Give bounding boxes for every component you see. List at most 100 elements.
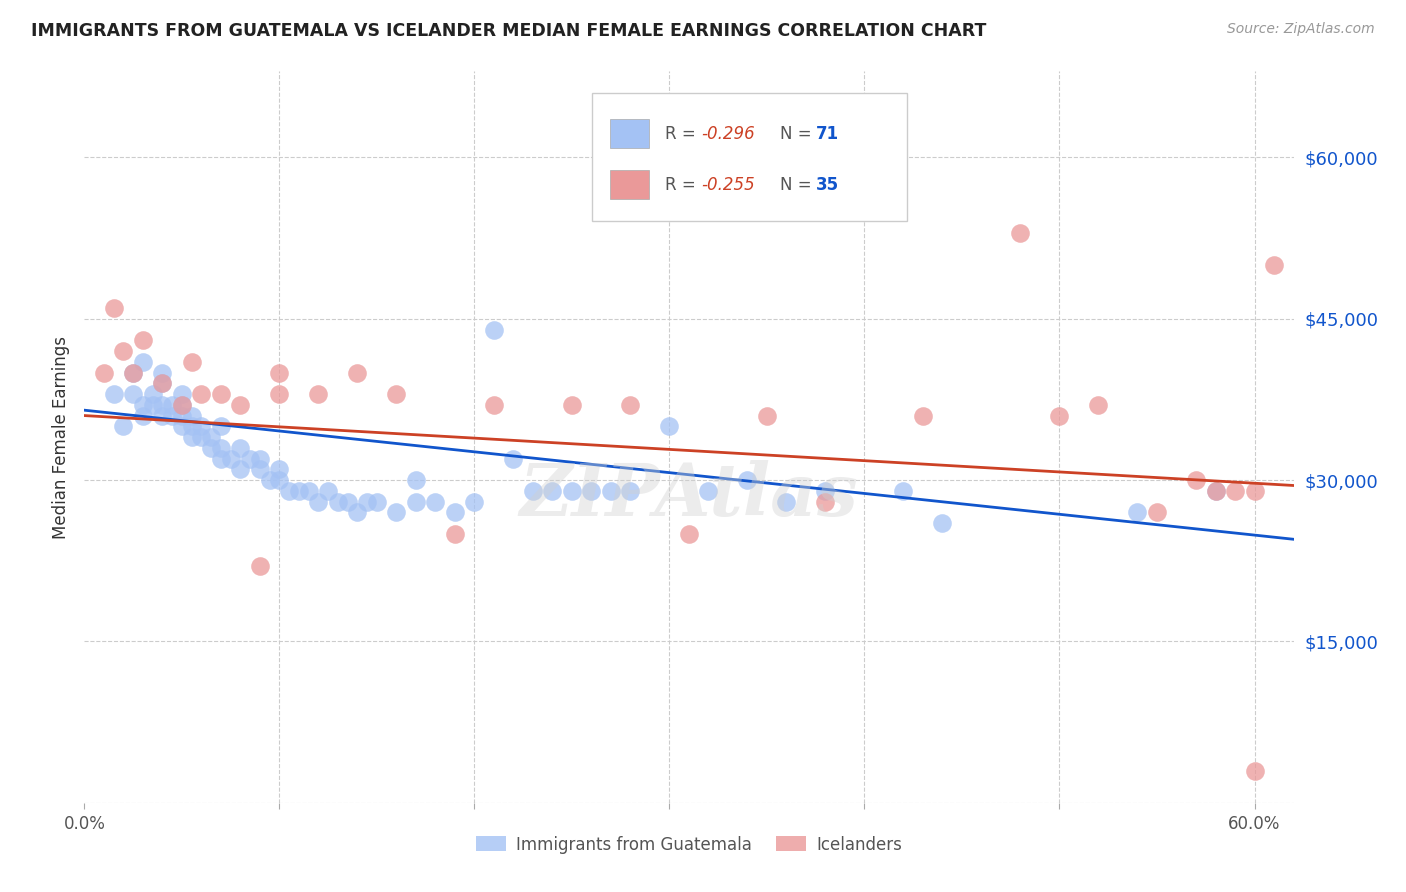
Point xyxy=(132,333,155,347)
FancyBboxPatch shape xyxy=(592,94,907,221)
Point xyxy=(561,483,583,498)
Point xyxy=(112,344,135,359)
Point xyxy=(307,494,329,508)
Text: ZIPAtlas: ZIPAtlas xyxy=(520,460,858,531)
Point xyxy=(814,494,837,508)
Point xyxy=(1010,226,1032,240)
Point xyxy=(1243,483,1265,498)
Point xyxy=(482,322,505,336)
Text: R =: R = xyxy=(665,176,700,194)
Point xyxy=(209,451,232,466)
Point xyxy=(180,409,202,423)
Point xyxy=(150,398,173,412)
Text: IMMIGRANTS FROM GUATEMALA VS ICELANDER MEDIAN FEMALE EARNINGS CORRELATION CHART: IMMIGRANTS FROM GUATEMALA VS ICELANDER M… xyxy=(31,22,986,40)
Point xyxy=(775,494,797,508)
Point xyxy=(600,483,623,498)
Point xyxy=(326,494,349,508)
Point xyxy=(190,387,212,401)
Point xyxy=(170,419,193,434)
Point xyxy=(737,473,759,487)
Point xyxy=(1205,483,1227,498)
Point xyxy=(502,451,524,466)
Point xyxy=(619,398,641,412)
Point xyxy=(288,483,311,498)
Point xyxy=(229,398,252,412)
Text: -0.255: -0.255 xyxy=(702,176,755,194)
Point xyxy=(619,483,641,498)
Point xyxy=(229,462,252,476)
Text: 71: 71 xyxy=(815,125,839,143)
Point xyxy=(561,398,583,412)
Point xyxy=(160,398,183,412)
Point xyxy=(122,387,145,401)
Point xyxy=(522,483,544,498)
Point xyxy=(269,387,291,401)
Point xyxy=(1146,505,1168,519)
Point xyxy=(814,483,837,498)
Point xyxy=(269,366,291,380)
Text: Source: ZipAtlas.com: Source: ZipAtlas.com xyxy=(1227,22,1375,37)
Point xyxy=(366,494,388,508)
Point xyxy=(278,483,301,498)
Point xyxy=(160,409,183,423)
Point xyxy=(132,398,155,412)
Point xyxy=(103,387,125,401)
Point xyxy=(249,559,271,574)
Point xyxy=(259,473,281,487)
Point xyxy=(541,483,564,498)
Point xyxy=(180,355,202,369)
Point xyxy=(200,441,222,455)
Point xyxy=(444,505,467,519)
Point xyxy=(150,376,173,391)
Point xyxy=(931,516,953,530)
Text: N =: N = xyxy=(780,125,817,143)
Bar xyxy=(610,170,650,200)
Point xyxy=(180,419,202,434)
Point xyxy=(132,355,155,369)
Point xyxy=(385,505,408,519)
Point xyxy=(150,376,173,391)
Point xyxy=(356,494,378,508)
Point xyxy=(132,409,155,423)
Point xyxy=(219,451,242,466)
Point xyxy=(239,451,262,466)
Point xyxy=(1126,505,1149,519)
Point xyxy=(346,366,368,380)
Point xyxy=(463,494,485,508)
Point xyxy=(170,409,193,423)
Point xyxy=(425,494,447,508)
Point xyxy=(1243,764,1265,778)
Point xyxy=(269,462,291,476)
Point xyxy=(346,505,368,519)
Point xyxy=(112,419,135,434)
Point xyxy=(1185,473,1208,487)
Point xyxy=(93,366,115,380)
Point xyxy=(1263,258,1285,272)
Point xyxy=(122,366,145,380)
Point xyxy=(1205,483,1227,498)
Point xyxy=(150,409,173,423)
Bar xyxy=(610,119,650,148)
Point xyxy=(249,451,271,466)
Point xyxy=(190,430,212,444)
Point xyxy=(1087,398,1109,412)
Point xyxy=(893,483,915,498)
Point xyxy=(190,419,212,434)
Point xyxy=(209,441,232,455)
Text: -0.296: -0.296 xyxy=(702,125,755,143)
Point xyxy=(298,483,321,498)
Point xyxy=(1049,409,1071,423)
Y-axis label: Median Female Earnings: Median Female Earnings xyxy=(52,335,70,539)
Point xyxy=(405,494,427,508)
Point xyxy=(170,398,193,412)
Text: 35: 35 xyxy=(815,176,839,194)
Point xyxy=(697,483,720,498)
Point xyxy=(385,387,408,401)
Point xyxy=(755,409,778,423)
Point xyxy=(249,462,271,476)
Point xyxy=(307,387,329,401)
Point xyxy=(122,366,145,380)
Point xyxy=(103,301,125,315)
Point xyxy=(482,398,505,412)
Point xyxy=(316,483,339,498)
